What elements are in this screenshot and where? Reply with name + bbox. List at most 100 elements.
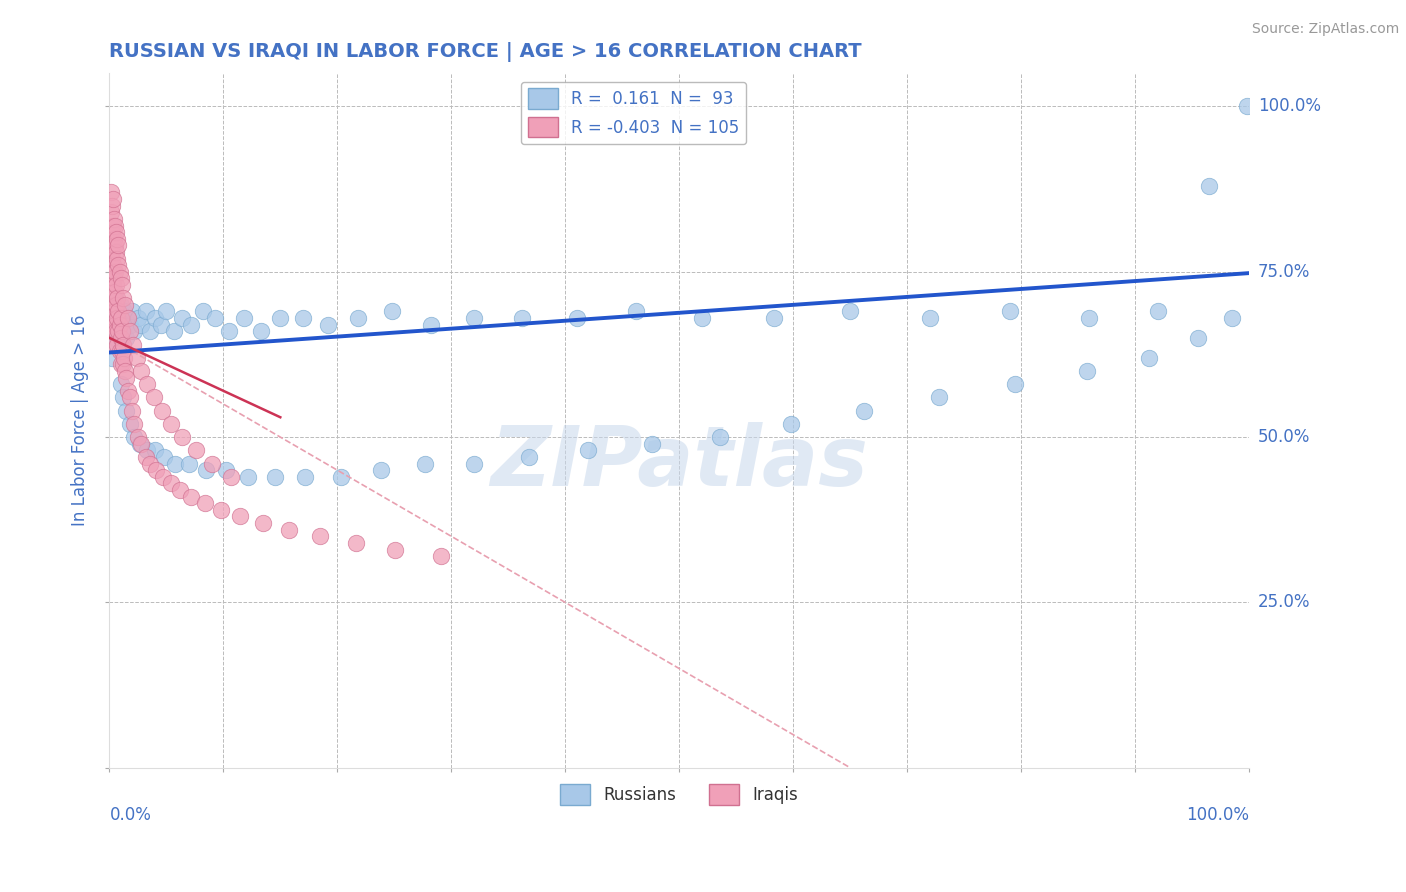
Point [100,271,122,285]
Point [413,457,436,471]
Point [430,549,453,563]
Point [641,436,664,450]
Point [104,238,127,252]
Point [101,192,124,206]
Point [112,357,135,371]
Point [316,318,339,332]
Point [127,311,149,326]
Point [105,252,128,266]
Point [100,225,122,239]
Point [100,244,122,259]
Point [110,331,132,345]
Point [129,318,152,332]
Point [839,304,862,318]
Point [112,324,135,338]
Point [122,337,145,351]
Point [112,391,135,405]
Point [124,324,146,338]
Point [101,271,124,285]
Point [165,457,187,471]
Point [104,285,127,299]
Point [103,232,125,246]
Point [107,304,129,318]
Point [118,318,141,332]
Point [100,265,122,279]
Point [114,364,136,378]
Point [918,311,941,326]
Point [107,324,129,338]
Text: 75.0%: 75.0% [1258,263,1310,281]
Point [105,311,128,326]
Point [115,370,138,384]
Point [101,291,124,305]
Point [852,403,875,417]
Point [105,331,128,345]
Point [124,430,146,444]
Point [149,318,172,332]
Point [118,391,141,405]
Point [101,311,124,326]
Point [103,291,125,305]
Point [101,318,124,332]
Point [110,357,132,371]
Point [129,436,152,450]
Point [101,219,124,233]
Text: 25.0%: 25.0% [1258,593,1310,611]
Point [160,417,183,431]
Point [101,298,124,312]
Point [104,318,127,332]
Legend: Russians, Iraqis: Russians, Iraqis [553,778,806,812]
Point [269,311,291,326]
Point [129,364,152,378]
Point [117,311,139,326]
Point [107,238,129,252]
Point [928,391,950,405]
Point [108,318,131,332]
Point [100,337,122,351]
Point [779,417,801,431]
Point [136,443,159,458]
Point [690,311,713,326]
Point [160,476,183,491]
Point [111,278,134,293]
Text: 50.0%: 50.0% [1258,428,1310,446]
Point [111,324,134,338]
Point [111,311,134,326]
Point [111,344,134,359]
Point [105,311,128,326]
Point [1236,99,1258,113]
Point [576,443,599,458]
Point [110,311,132,326]
Point [163,324,186,338]
Point [204,311,226,326]
Point [136,377,159,392]
Point [209,503,232,517]
Point [101,285,124,299]
Point [103,318,125,332]
Point [101,238,124,252]
Point [100,205,122,219]
Point [100,199,122,213]
Point [309,529,332,543]
Point [105,318,128,332]
Point [179,457,201,471]
Point [103,271,125,285]
Point [105,298,128,312]
Point [117,311,139,326]
Point [105,337,128,351]
Point [510,311,533,326]
Text: 0.0%: 0.0% [110,805,152,824]
Point [145,463,167,477]
Point [419,318,441,332]
Point [118,324,141,338]
Point [218,324,240,338]
Point [112,291,135,305]
Point [121,304,143,318]
Point [1220,311,1243,326]
Point [150,403,173,417]
Text: Source: ZipAtlas.com: Source: ZipAtlas.com [1251,22,1399,37]
Text: 100.0%: 100.0% [1187,805,1249,824]
Point [135,450,157,464]
Point [101,258,124,272]
Point [100,252,122,266]
